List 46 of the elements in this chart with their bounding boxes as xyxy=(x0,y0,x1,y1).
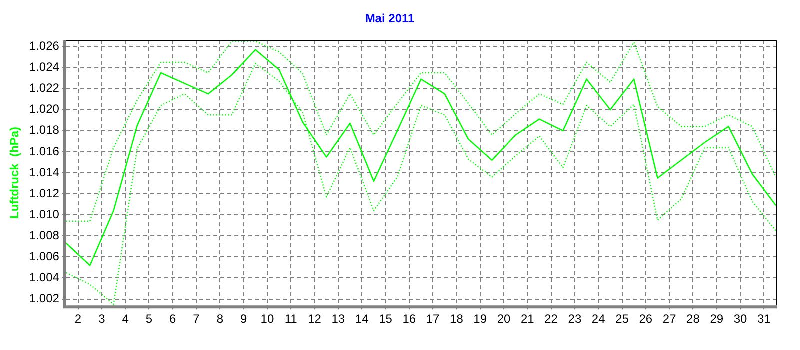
x-tick-label: 29 xyxy=(710,312,724,326)
line-series xyxy=(66,40,776,222)
x-tick-label: 6 xyxy=(170,312,177,326)
x-tick-label: 23 xyxy=(568,312,582,326)
y-tick-label: 1.026 xyxy=(29,39,60,54)
x-tick-label: 5 xyxy=(146,312,153,326)
y-tick-label: 1.006 xyxy=(29,250,60,264)
x-tick-label: 4 xyxy=(122,312,130,326)
x-tick-label: 24 xyxy=(592,312,606,326)
y-tick-label: 1.014 xyxy=(29,165,60,180)
x-tick-label: 19 xyxy=(474,312,488,326)
x-tick-label: 28 xyxy=(686,312,700,326)
x-tick-label: 20 xyxy=(497,312,511,326)
chart-title: Mai 2011 xyxy=(365,12,416,26)
y-tick-label: 1.010 xyxy=(29,207,60,222)
x-tick-label: 2 xyxy=(74,312,82,326)
x-tick-label: 25 xyxy=(616,312,630,326)
x-tick-label: 30 xyxy=(734,312,748,326)
x-tick-label: 27 xyxy=(662,312,677,326)
x-tick-label: 8 xyxy=(216,312,224,326)
x-tick-label: 11 xyxy=(284,312,298,326)
x-tick-label: 17 xyxy=(426,312,440,326)
x-tick-label: 22 xyxy=(544,312,558,326)
x-tick-label: 16 xyxy=(402,312,416,326)
x-tick-label: 9 xyxy=(240,312,248,326)
x-tick-label: 7 xyxy=(193,312,200,326)
y-tick-label: 1.024 xyxy=(29,60,60,74)
x-tick-label: 21 xyxy=(520,312,535,326)
y-axis-title: Luftdruck (hPa) xyxy=(8,127,22,219)
y-tick-label: 1.002 xyxy=(29,292,60,306)
y-tick-label: 1.012 xyxy=(29,186,60,200)
x-tick-label: 31 xyxy=(757,312,772,326)
y-tick-label: 1.008 xyxy=(29,228,60,242)
x-tick-label: 18 xyxy=(450,312,464,326)
x-tick-label: 13 xyxy=(332,312,346,326)
x-tick-label: 26 xyxy=(639,312,653,326)
x-tick-label: 12 xyxy=(308,312,322,326)
x-tick-label: 10 xyxy=(260,312,274,326)
x-tick-label: 3 xyxy=(98,312,106,326)
y-tick-label: 1.022 xyxy=(29,81,60,96)
y-tick-label: 1.018 xyxy=(29,123,60,138)
y-tick-label: 1.004 xyxy=(29,270,60,285)
x-tick-label: 15 xyxy=(379,312,393,326)
y-tick-label: 1.016 xyxy=(29,144,60,158)
x-tick-label: 14 xyxy=(355,312,370,326)
y-tick-label: 1.020 xyxy=(29,102,60,116)
